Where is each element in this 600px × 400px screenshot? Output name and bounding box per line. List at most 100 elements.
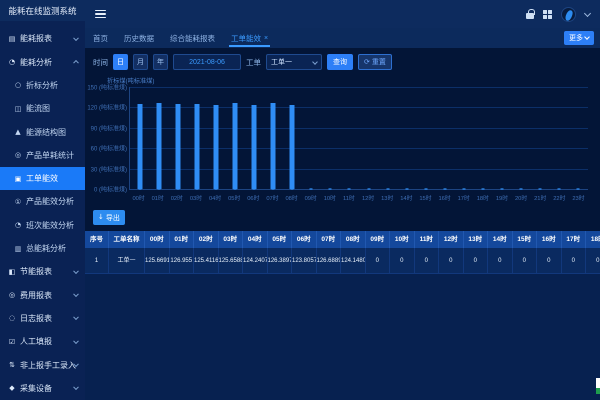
chevron-down-icon bbox=[73, 338, 79, 344]
sidebar-item-manual-fill[interactable]: ☑ 人工填报 bbox=[0, 330, 85, 353]
workorder-select[interactable]: 工单一 bbox=[266, 54, 322, 70]
chevron-down-icon bbox=[584, 34, 590, 40]
x-axis-tick bbox=[252, 188, 256, 190]
sidebar-item-label: 工单能效 bbox=[26, 174, 58, 184]
table-body: 1工单一125.669147126.955125.411654125.65884… bbox=[85, 248, 600, 274]
bar-06时 bbox=[251, 104, 257, 189]
x-axis-label: 02时 bbox=[170, 196, 183, 202]
more-button[interactable]: 更多 bbox=[564, 31, 594, 45]
table-cell: 0 bbox=[439, 248, 464, 274]
sidebar-item-cost-report[interactable]: ◎ 费用报表 bbox=[0, 284, 85, 307]
user-menu-chevron-icon[interactable] bbox=[583, 9, 592, 17]
sidebar-item-label: 能流图 bbox=[26, 104, 50, 114]
sidebar-item-energy-flow[interactable]: ◫ 能流图 bbox=[0, 97, 85, 120]
chevron-down-icon bbox=[73, 291, 79, 298]
date-input[interactable] bbox=[173, 54, 241, 70]
sidebar-item-log-report[interactable]: ◌ 日志报表 bbox=[0, 307, 85, 330]
y-axis-tick-label: 120 (吨标准煤) bbox=[87, 105, 127, 112]
gridline bbox=[130, 127, 588, 129]
x-axis-label: 15时 bbox=[419, 196, 432, 202]
header-cell: 03时 bbox=[218, 231, 243, 248]
report-icon: ▤ bbox=[8, 34, 16, 43]
x-axis-label: 14时 bbox=[400, 196, 413, 202]
sidebar-item-energy-saving-report[interactable]: ◧ 节能报表 bbox=[0, 260, 85, 283]
y-axis-tick-label: 90 (吨标准煤) bbox=[90, 126, 127, 133]
bar-08时 bbox=[289, 104, 295, 189]
reset-button[interactable]: ⟳ 重置 bbox=[358, 54, 392, 70]
sidebar-item-total-energy[interactable]: ▥ 总能耗分析 bbox=[0, 237, 85, 260]
tab-历史数据[interactable]: 历史数据 bbox=[124, 28, 154, 48]
x-axis-tick bbox=[176, 188, 180, 190]
sidebar-item-label: 产品能效分析 bbox=[26, 197, 74, 207]
header-cell: 09时 bbox=[365, 231, 390, 248]
table-cell: 0 bbox=[390, 248, 415, 274]
user-avatar[interactable] bbox=[561, 6, 576, 22]
table-header-row: 序号 工单名称 00时 01时 02时 03时 04时 05时 06时 07时 08时 09时 10时 1… bbox=[85, 231, 600, 248]
scrollbar[interactable] bbox=[596, 378, 600, 394]
table-cell: 124.240794 bbox=[243, 248, 268, 274]
bar-05时 bbox=[232, 103, 238, 189]
sidebar-item-product-unit-stats[interactable]: ◎ 产品单耗统计 bbox=[0, 144, 85, 167]
sidebar-item-shift-efficiency[interactable]: ◔ 班次能效分析 bbox=[0, 214, 85, 237]
collection-device-icon: ◆ bbox=[9, 384, 15, 393]
export-button[interactable]: ↓ 导出 bbox=[93, 210, 125, 225]
product-efficiency-icon: ① bbox=[14, 197, 22, 206]
analysis-icon: ◔ bbox=[8, 58, 16, 67]
header-cell: 17时 bbox=[561, 231, 586, 248]
product-unit-stats-icon: ◎ bbox=[14, 151, 22, 160]
x-axis-label: 23时 bbox=[572, 196, 585, 202]
table-cell: 0 bbox=[414, 248, 439, 274]
period-button-年[interactable]: 年 bbox=[153, 54, 168, 70]
x-axis-label: 19时 bbox=[495, 196, 509, 202]
tab-综合能耗报表[interactable]: 综合能耗报表 bbox=[170, 28, 215, 48]
table-cell: 126.688912 bbox=[316, 248, 341, 274]
sidebar-item-workorder-efficiency[interactable]: ▣ 工单能效 bbox=[0, 167, 85, 191]
chevron-down-icon bbox=[312, 59, 318, 65]
sidebar-item-conversion-analysis[interactable]: ○ 折标分析 bbox=[0, 74, 85, 97]
x-axis-tick bbox=[424, 188, 428, 190]
sidebar-item-report[interactable]: ▤ 能耗报表 bbox=[0, 27, 85, 50]
table-cell: 工单一 bbox=[109, 248, 145, 274]
sidebar-item-offline-entry[interactable]: ⇅ 非上报手工录入 bbox=[0, 353, 85, 376]
apps-grid-icon[interactable] bbox=[543, 9, 552, 19]
x-axis-label: 13时 bbox=[381, 196, 394, 202]
conversion-analysis-icon: ○ bbox=[14, 81, 22, 90]
sidebar-item-analysis[interactable]: ◔ 能耗分析 bbox=[0, 51, 85, 74]
period-button-月[interactable]: 月 bbox=[133, 54, 148, 70]
x-axis-label: 06时 bbox=[247, 196, 260, 202]
table-cell: 125.411654 bbox=[194, 248, 219, 274]
chevron-up-icon bbox=[73, 60, 79, 66]
x-axis-label: 09时 bbox=[304, 196, 317, 202]
x-axis-label: 21时 bbox=[534, 196, 547, 202]
x-axis-label: 08时 bbox=[285, 196, 298, 202]
menu-toggle-icon[interactable] bbox=[95, 9, 106, 19]
tab-工单能效[interactable]: 工单能效 × bbox=[228, 28, 271, 48]
gridline bbox=[130, 168, 588, 170]
tab-label: 工单能效 bbox=[231, 33, 261, 43]
x-axis-label: 22时 bbox=[553, 196, 566, 202]
table-cell: 125.65884 bbox=[218, 248, 243, 274]
sidebar-item-product-efficiency[interactable]: ① 产品能效分析 bbox=[0, 190, 85, 213]
tab-label: 历史数据 bbox=[124, 33, 154, 43]
table-cell: 125.669147 bbox=[145, 248, 170, 274]
cost-report-icon: ◎ bbox=[8, 291, 16, 300]
query-button[interactable]: 查询 bbox=[327, 54, 353, 70]
header-cell: 工单名称 bbox=[109, 231, 145, 248]
lock-icon[interactable] bbox=[526, 8, 535, 19]
period-button-日[interactable]: 日 bbox=[113, 54, 128, 70]
table-cell: 0 bbox=[463, 248, 488, 274]
x-axis-label: 03时 bbox=[189, 196, 203, 202]
close-icon[interactable]: × bbox=[264, 34, 269, 42]
chart-axis-title: 折标煤(吨标准煤) bbox=[107, 78, 155, 85]
sidebar-item-label: 能耗分析 bbox=[20, 57, 52, 67]
sidebar-item-energy-structure[interactable]: ▲ 能源结构图 bbox=[0, 120, 85, 143]
y-axis-tick-label: 60 (吨标准煤) bbox=[90, 146, 127, 153]
sidebar-item-collection-device[interactable]: ◆ 采集设备 bbox=[0, 377, 85, 400]
bar-04时 bbox=[213, 104, 219, 189]
table-cell: 0 bbox=[586, 248, 600, 274]
sidebar-menu: ▤ 能耗报表 ◔ 能耗分析 ○ 折标分析 ◫ 能流图 ▲ 能源结构图 ◎ 产品单耗统计 ▣ 工单能效 ① 产品… bbox=[0, 21, 85, 400]
header-cell: 13时 bbox=[463, 231, 488, 248]
header-cell: 07时 bbox=[316, 231, 341, 248]
tab-首页[interactable]: 首页 bbox=[93, 28, 108, 48]
table-row[interactable]: 1工单一125.669147126.955125.411654125.65884… bbox=[85, 248, 600, 274]
